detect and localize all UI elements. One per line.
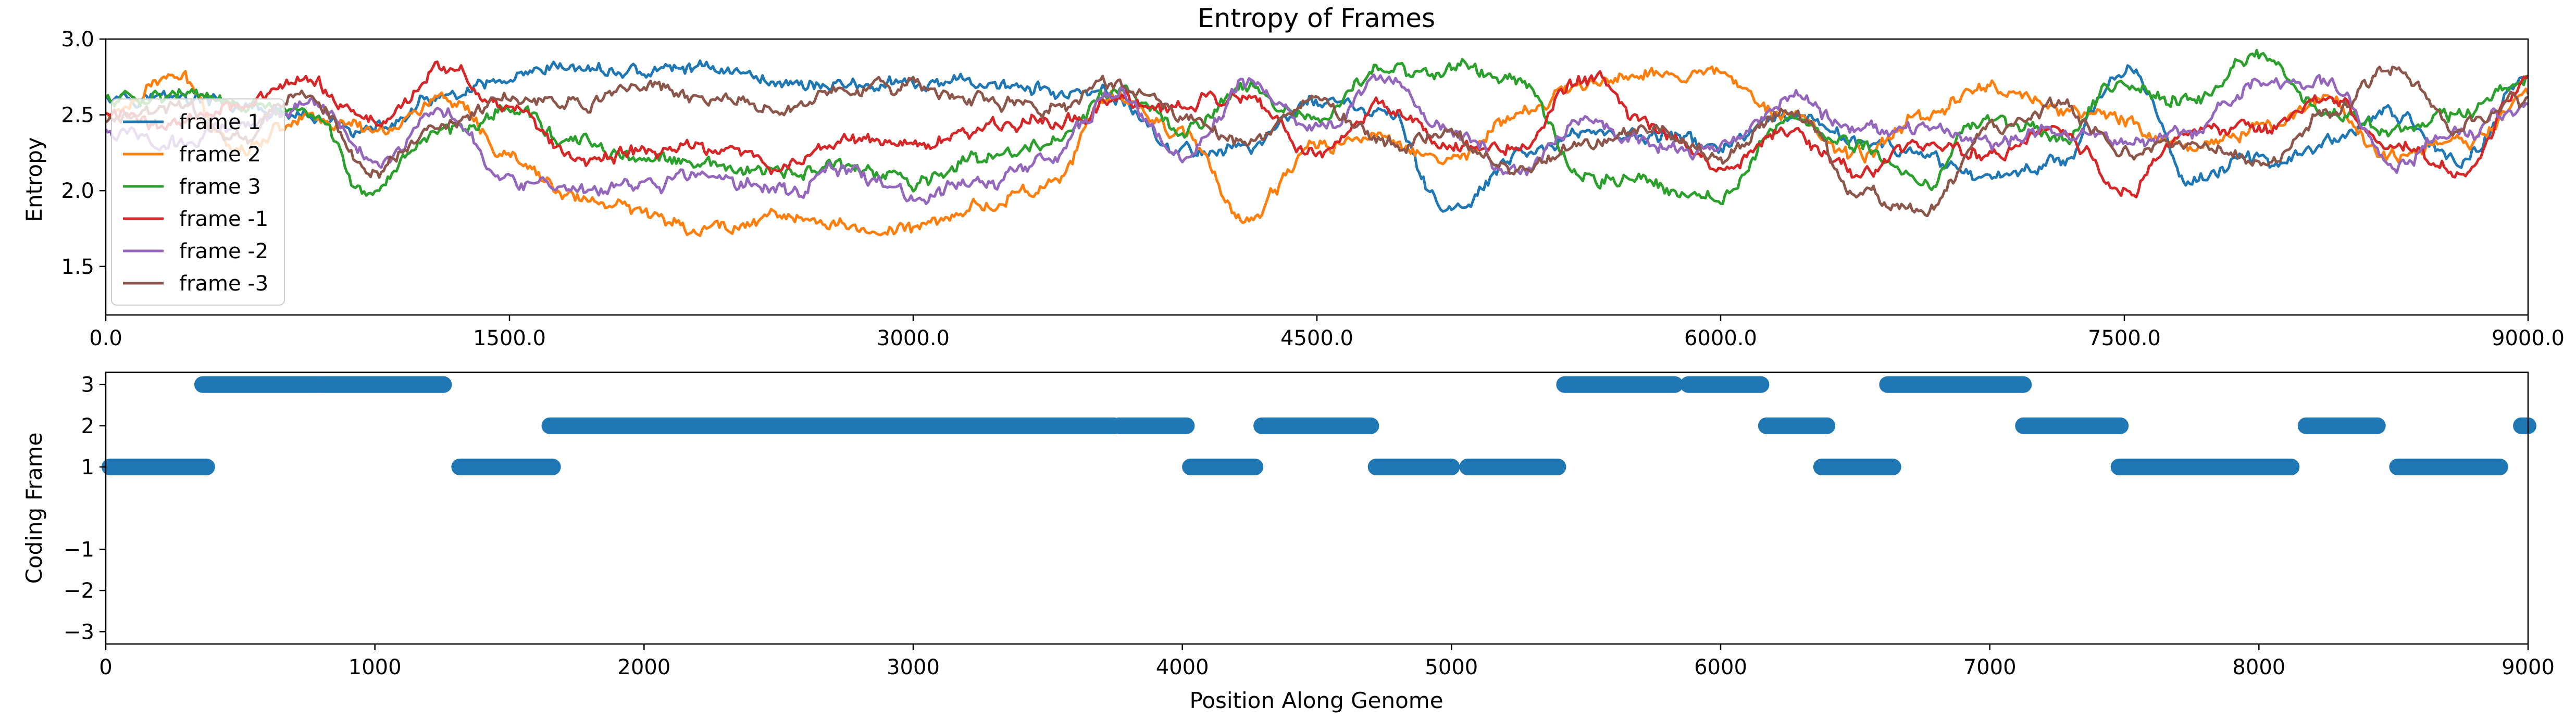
x-tick-label: 5000 bbox=[1425, 655, 1478, 679]
coding-frame-panel: 0 1000 2000 3000 4000 5000 6000 7000 8000 9000 −3… bbox=[21, 371, 2555, 713]
series-line-frameminus-2 bbox=[104, 73, 2529, 205]
legend-label: frame -2 bbox=[179, 239, 268, 263]
y-axis-label-entropy: Entropy bbox=[21, 137, 47, 222]
legend-label: frame -3 bbox=[179, 272, 268, 296]
entropy-x-ticks: 0.0 1500.0 3000.0 4500.0 6000.0 7500.0 9000.0 bbox=[89, 315, 2565, 350]
legend-box bbox=[111, 98, 285, 306]
coding-frame-x-ticks: 0 1000 2000 3000 4000 5000 6000 7000 8000 9000 bbox=[99, 644, 2555, 679]
x-tick-label: 4000 bbox=[1156, 655, 1209, 679]
chart-title: Entropy of Frames bbox=[1198, 3, 1435, 33]
x-tick-label: 3000 bbox=[887, 655, 940, 679]
y-tick-label: 2.5 bbox=[61, 104, 94, 128]
legend-label: frame 1 bbox=[179, 110, 261, 134]
y-tick-label: 3 bbox=[81, 373, 94, 397]
x-axis-label-position: Position Along Genome bbox=[1189, 688, 1443, 713]
x-tick-label: 7000 bbox=[1963, 655, 2017, 679]
entropy-series-lines bbox=[104, 48, 2530, 237]
x-tick-label: 6000.0 bbox=[1684, 326, 1757, 350]
coding-frame-plot-frame bbox=[105, 371, 2529, 645]
x-tick-label: 4500.0 bbox=[1280, 326, 1353, 350]
x-tick-label: 9000 bbox=[2502, 655, 2555, 679]
coding-frame-y-ticks: −3 −2 −1 1 2 3 bbox=[64, 373, 106, 644]
series-line-frame2 bbox=[105, 65, 2530, 237]
series-line-frame3 bbox=[104, 48, 2529, 206]
y-axis-label-coding-frame: Coding Frame bbox=[21, 433, 47, 584]
y-tick-label: −3 bbox=[64, 620, 94, 644]
x-tick-label: 1000 bbox=[349, 655, 402, 679]
series-line-frame1 bbox=[105, 59, 2529, 213]
y-tick-label: −1 bbox=[64, 538, 94, 562]
coding-frame-segments bbox=[102, 376, 2536, 475]
y-tick-label: 1 bbox=[81, 456, 94, 479]
y-tick-label: −2 bbox=[64, 579, 94, 603]
x-tick-label: 7500.0 bbox=[2088, 326, 2161, 350]
x-tick-label: 6000 bbox=[1694, 655, 1747, 679]
legend: frame 1 frame 2 frame 3 frame -1 frame -2 fra… bbox=[111, 98, 285, 306]
entropy-y-ticks: 1.5 2.0 2.5 3.0 bbox=[61, 28, 106, 279]
x-tick-label: 9000.0 bbox=[2492, 326, 2565, 350]
y-tick-label: 2.0 bbox=[61, 179, 94, 203]
legend-label: frame 3 bbox=[179, 175, 261, 199]
entropy-panel: Entropy of Frames Entropy 0.0 1500.0 3000.… bbox=[21, 3, 2565, 350]
entropy-plot-frame bbox=[105, 38, 2529, 316]
x-tick-label: 1500.0 bbox=[473, 326, 546, 350]
y-tick-label: 2 bbox=[81, 414, 94, 438]
legend-label: frame 2 bbox=[179, 143, 261, 167]
x-tick-label: 2000 bbox=[617, 655, 670, 679]
legend-label: frame -1 bbox=[179, 207, 268, 231]
x-tick-label: 3000.0 bbox=[877, 326, 950, 350]
x-tick-label: 8000 bbox=[2232, 655, 2285, 679]
x-tick-label: 0 bbox=[99, 655, 112, 679]
series-line-frameminus-1 bbox=[105, 60, 2530, 199]
y-tick-label: 3.0 bbox=[61, 28, 94, 52]
y-tick-label: 1.5 bbox=[61, 255, 94, 279]
series-line-frameminus-3 bbox=[105, 66, 2529, 218]
x-tick-label: 0.0 bbox=[89, 326, 122, 350]
